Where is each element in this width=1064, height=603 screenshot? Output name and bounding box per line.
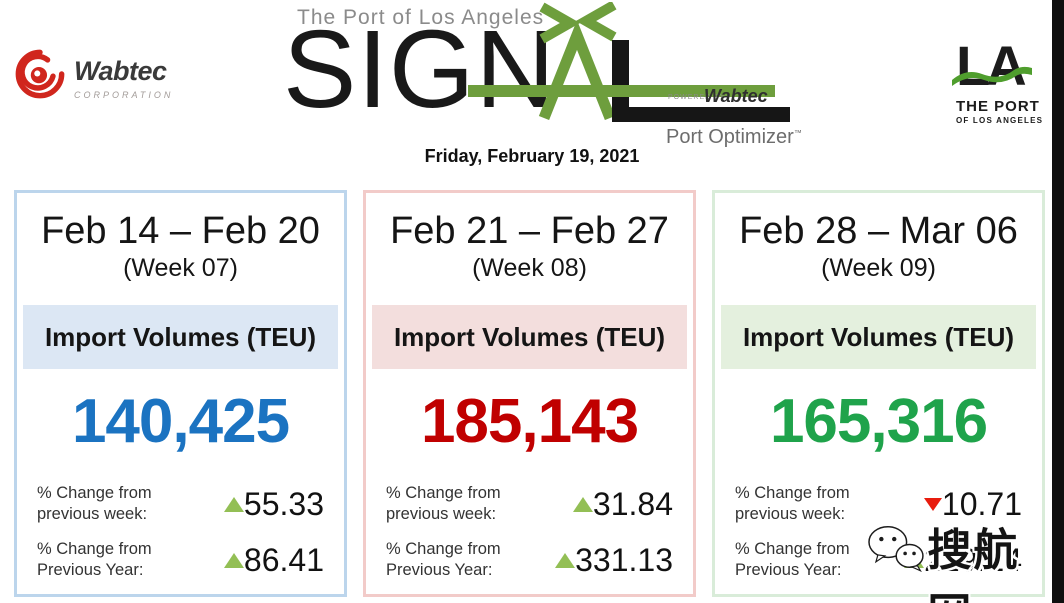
week-08-header: Feb 21 – Feb 27 (Week 08) <box>366 193 693 305</box>
port-optimizer-label: Port Optimizer™ <box>666 126 802 148</box>
powered-by-wabtec: Wabtec <box>704 86 768 106</box>
import-volume-value: 185,143 <box>420 387 639 456</box>
wabtec-corporation-text: CORPORATION <box>74 90 174 100</box>
metric-label: Import Volumes (TEU) <box>721 305 1036 369</box>
stat-value: 55.33 <box>243 485 324 522</box>
stats: % Change from previous week: 10.71 % Chan… <box>715 483 1042 581</box>
la-wave-icon <box>952 66 1032 86</box>
souhang-watermark: 搜航网 <box>868 514 1064 603</box>
la-port-logo: LA THE PORT OF LOS ANGELES <box>952 38 1048 125</box>
stat-value: 10.71 <box>941 485 1022 522</box>
wechat-icon <box>868 525 924 572</box>
stat-row-year-change: % Change from Previous Year: 86.41 <box>37 539 324 581</box>
signal-green-bar <box>468 85 775 97</box>
stat-label: % Change from previous week: <box>386 484 501 523</box>
la-monogram: LA <box>952 38 1048 94</box>
week-08-card: Feb 21 – Feb 27 (Week 08) Import Volumes… <box>363 190 696 597</box>
stat-value: 31.84 <box>592 485 673 522</box>
week-number: (Week 08) <box>472 254 587 282</box>
signal-letter-l-stem <box>612 40 629 122</box>
port-of-la-overline: The Port of Los Angeles <box>297 6 545 29</box>
week-number: (Week 09) <box>821 254 936 282</box>
week-07-card: Feb 14 – Feb 20 (Week 07) Import Volumes… <box>14 190 347 597</box>
week-09-header: Feb 28 – Mar 06 (Week 09) <box>715 193 1042 305</box>
report-date: Friday, February 19, 2021 <box>424 146 640 166</box>
stat-label: % Change from previous week: <box>735 484 850 523</box>
trademark-symbol: ™ <box>793 128 802 138</box>
stat-value: 331.13 <box>575 541 673 578</box>
wabtec-swirl-icon <box>15 49 65 99</box>
date-range: Feb 14 – Feb 20 <box>41 210 320 252</box>
week-number: (Week 07) <box>123 254 238 282</box>
up-triangle-icon <box>223 496 244 512</box>
metric-label: Import Volumes (TEU) <box>372 305 687 369</box>
stat-row-year-change: % Change from Previous Year: 219.14 <box>735 539 1022 581</box>
stat-label: % Change from Previous Year: <box>37 540 152 579</box>
down-triangle-icon <box>923 497 942 511</box>
signal-logo: The Port of Los Angeles SIGN POWERED BY … <box>0 0 1064 148</box>
signal-green-a-icon <box>538 2 617 120</box>
signal-letter-l-foot <box>612 107 790 122</box>
stat-row-year-change: % Change from Previous Year: 331.13 <box>386 539 673 581</box>
wabtec-brand-text: Wabtec <box>74 56 167 86</box>
watermark-text: 搜航网 <box>927 526 1020 603</box>
stat-label: % Change from Previous Year: <box>386 540 501 579</box>
stat-label: % Change from previous week: <box>37 484 152 523</box>
wabtec-logo: Wabtec CORPORATION <box>14 48 173 100</box>
metric-label: Import Volumes (TEU) <box>23 305 338 369</box>
import-volume-value: 140,425 <box>71 387 290 456</box>
signal-wordmark-sign: SIGN <box>283 8 556 131</box>
stat-row-week-change: % Change from previous week: 55.33 <box>37 483 324 525</box>
la-of-los-angeles-text: OF LOS ANGELES <box>956 116 1044 125</box>
stat-row-week-change: % Change from previous week: 31.84 <box>386 483 673 525</box>
weekly-cards: Feb 14 – Feb 20 (Week 07) Import Volumes… <box>14 190 1045 597</box>
date-range: Feb 21 – Feb 27 <box>390 210 669 252</box>
up-triangle-icon <box>572 496 593 512</box>
stat-row-week-change: % Change from previous week: 10.71 <box>735 483 1022 525</box>
stat-value: 219.14 <box>924 541 1022 578</box>
up-triangle-icon <box>555 552 576 568</box>
up-triangle-icon <box>223 552 244 568</box>
la-the-port-text: THE PORT <box>956 98 1040 115</box>
powered-by-label: POWERED BY <box>668 94 726 101</box>
stat-label: % Change from Previous Year: <box>735 540 850 579</box>
week-07-header: Feb 14 – Feb 20 (Week 07) <box>17 193 344 305</box>
right-edge-bar <box>1052 0 1064 603</box>
date-range: Feb 28 – Mar 06 <box>739 210 1018 252</box>
stats: % Change from previous week: 31.84 % Chan… <box>366 483 693 581</box>
stats: % Change from previous week: 55.33 % Chan… <box>17 483 344 581</box>
import-volume-value: 165,316 <box>769 387 988 456</box>
stat-value: 86.41 <box>243 541 324 578</box>
